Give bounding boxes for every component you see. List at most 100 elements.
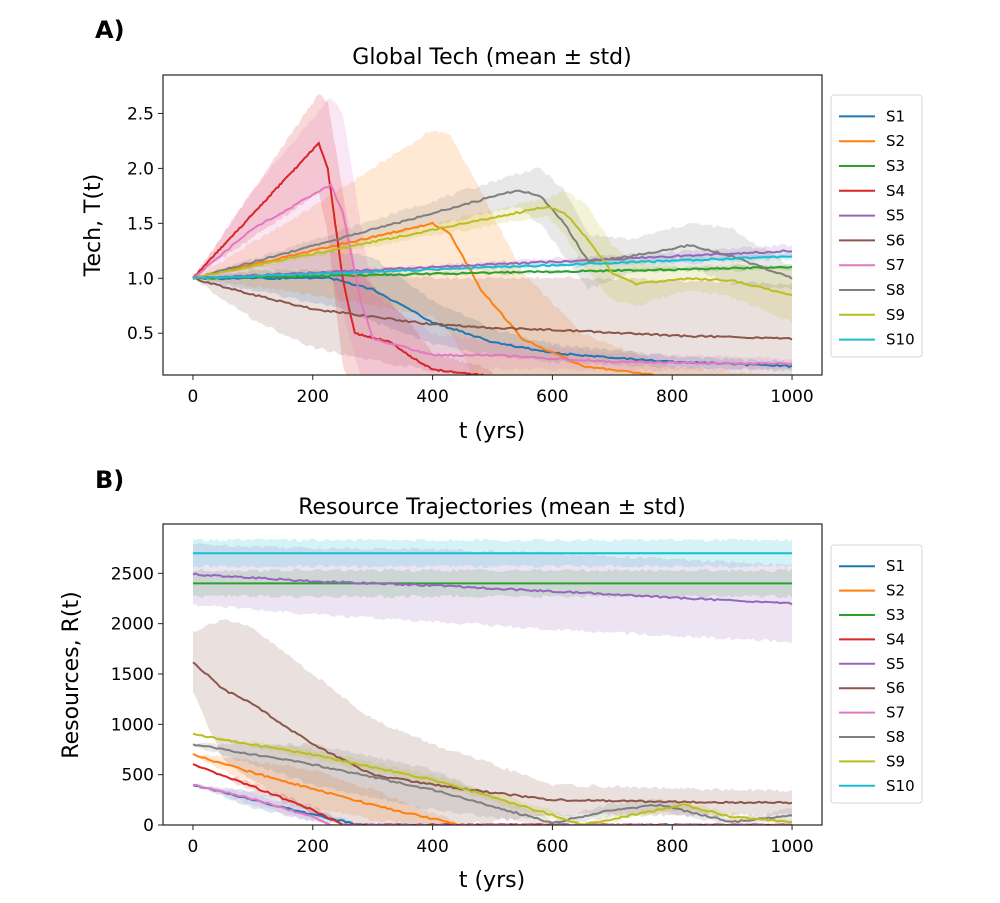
legend-label: S6: [886, 231, 905, 249]
y-tick-label: 2.0: [127, 159, 154, 179]
legend-label: S3: [886, 606, 905, 624]
legend-item-s10: S10: [839, 777, 915, 795]
series-lines: [192, 141, 793, 375]
panel-a-ylabel: Tech, T(t): [81, 174, 106, 278]
legend-frame: [830, 94, 923, 358]
y-tick-label: 2.5: [127, 104, 154, 124]
y-tick-label: 1000: [111, 715, 154, 735]
legend-item-s5: S5: [839, 207, 905, 225]
legend-item-s9: S9: [839, 306, 905, 324]
legend-label: S8: [886, 281, 905, 299]
line-s2: [192, 221, 668, 375]
legend-item-s9: S9: [839, 752, 905, 770]
x-tick-label: 200: [297, 387, 329, 407]
legend-label: S1: [886, 557, 905, 575]
legend-label: S10: [886, 777, 915, 795]
band-s6: [193, 619, 792, 825]
panel-b-ticks: 0 200 400 600 800 1000 0 500 1000 1500 2000 2500: [111, 564, 814, 857]
y-tick-label: 2500: [111, 564, 154, 584]
line-s8: [192, 743, 793, 825]
panel-a-ticks: 0 200 400 600 800 1000 0.5 1.0 1.5 2.0 2.5: [127, 104, 814, 407]
y-tick-label: 1.0: [127, 269, 154, 289]
panel-b-label: B): [95, 466, 124, 494]
legend-label: S6: [886, 679, 905, 697]
line-s3: [192, 265, 793, 280]
panel-a-legend: S1 S2 S3 S4 S5 S6 S7 S8 S9 S10: [830, 94, 923, 358]
x-tick-label: 400: [416, 837, 448, 857]
line-s9: [192, 206, 793, 297]
legend-item-s2: S2: [839, 582, 905, 600]
panel-b: B) Resource Trajectories (mean ± std) 0 2…: [59, 466, 923, 893]
band-s9: [193, 733, 792, 825]
x-tick-label: 200: [297, 837, 329, 857]
panel-a-axes-frame: [162, 74, 823, 376]
line-s10: [192, 255, 793, 280]
x-tick-label: 0: [188, 837, 199, 857]
band-s4: [193, 94, 493, 375]
band-s2: [193, 753, 792, 825]
band-s9: [193, 190, 792, 323]
legend-label: S10: [886, 331, 915, 349]
band-s7: [193, 98, 792, 375]
band-s5: [193, 244, 792, 280]
panel-b-legend: S1 S2 S3 S4 S5 S6 S7 S8 S9 S10: [830, 544, 923, 804]
panel-b-plot-area: [192, 538, 793, 825]
legend-item-s10: S10: [839, 331, 915, 349]
legend-label: S4: [886, 630, 905, 648]
line-s6: [192, 661, 793, 805]
band-s5: [193, 542, 792, 643]
line-s7: [192, 183, 793, 366]
legend-item-s3: S3: [839, 606, 905, 624]
y-tick-label: 500: [122, 766, 154, 786]
legend-item-s6: S6: [839, 679, 905, 697]
legend-item-s8: S8: [839, 281, 905, 299]
panel-b-axes-frame: [162, 523, 823, 826]
legend-label: S5: [886, 207, 905, 225]
band-s8: [193, 167, 792, 291]
line-s9: [192, 732, 793, 825]
line-s8: [192, 189, 793, 280]
line-s5: [192, 572, 793, 606]
panel-a-label: A): [95, 16, 125, 44]
legend-label: S3: [886, 157, 905, 175]
legend-item-s2: S2: [839, 132, 905, 150]
y-tick-label: 0.5: [127, 324, 154, 344]
legend-item-s4: S4: [839, 630, 905, 648]
panel-a-title: Global Tech (mean ± std): [352, 45, 631, 70]
legend-label: S7: [886, 704, 905, 722]
x-tick-label: 1000: [770, 387, 813, 407]
band-s6: [193, 268, 792, 375]
legend-label: S4: [886, 182, 905, 200]
x-tick-label: 800: [656, 837, 688, 857]
panel-b-title: Resource Trajectories (mean ± std): [298, 495, 686, 520]
panel-b-xlabel: t (yrs): [459, 868, 525, 893]
y-tick-label: 1500: [111, 665, 154, 685]
legend-frame: [830, 544, 923, 804]
legend-item-s7: S7: [839, 256, 905, 274]
line-s5: [192, 249, 793, 280]
legend-label: S1: [886, 107, 905, 125]
line-s4: [192, 141, 487, 375]
y-tick-label: 0: [143, 816, 154, 836]
x-tick-label: 600: [536, 387, 568, 407]
std-bands: [193, 538, 792, 825]
legend-item-s1: S1: [839, 107, 905, 125]
y-tick-label: 2000: [111, 615, 154, 635]
band-s2: [193, 130, 779, 375]
x-tick-label: 600: [536, 837, 568, 857]
panel-a: A) Global Tech (mean ± std) 0 200 400 600 80…: [81, 16, 923, 444]
legend-item-s6: S6: [839, 231, 905, 249]
legend-item-s1: S1: [839, 557, 905, 575]
legend-label: S9: [886, 752, 905, 770]
panel-a-xlabel: t (yrs): [459, 419, 525, 444]
legend-item-s8: S8: [839, 728, 905, 746]
legend-label: S5: [886, 655, 905, 673]
legend-label: S7: [886, 256, 905, 274]
legend-label: S2: [886, 132, 905, 150]
legend-item-s7: S7: [839, 704, 905, 722]
band-s8: [193, 742, 792, 825]
panel-a-plot-area: [192, 94, 793, 375]
legend-item-s3: S3: [839, 157, 905, 175]
x-tick-label: 400: [416, 387, 448, 407]
